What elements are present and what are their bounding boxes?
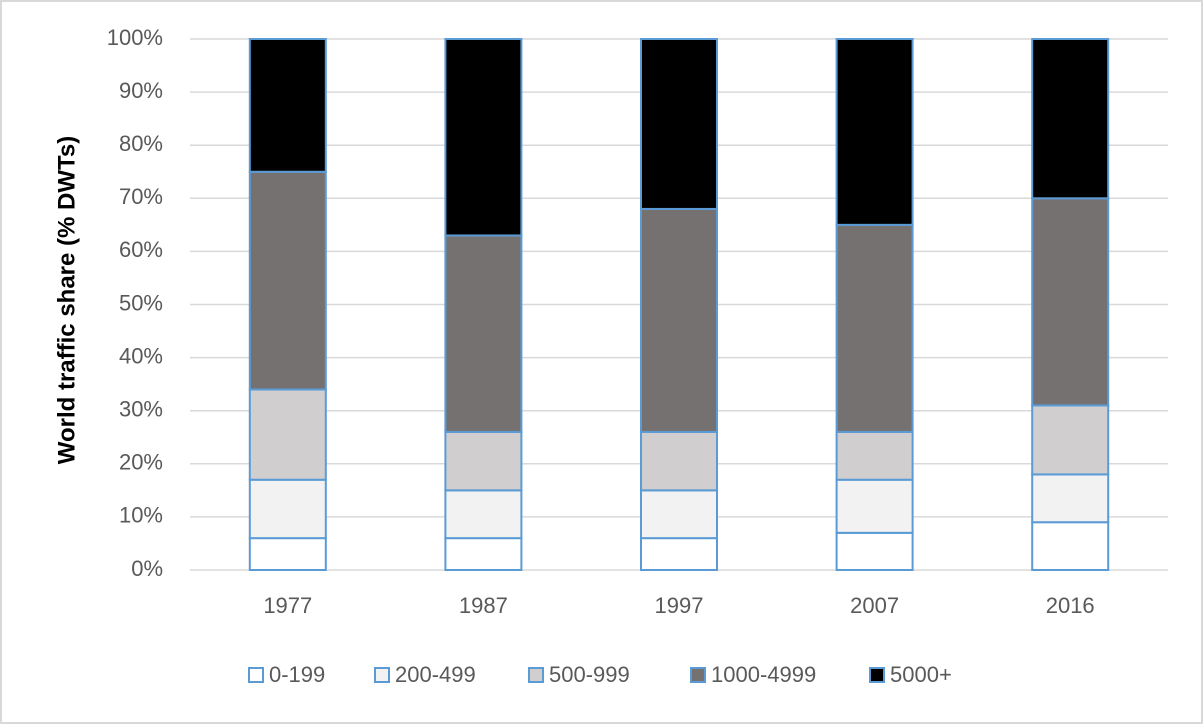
y-tick-label: 50% (119, 290, 163, 315)
bar-segment (248, 170, 327, 391)
bar-segment (640, 207, 718, 433)
y-tick-label: 40% (119, 343, 163, 368)
bar-segment (640, 537, 718, 572)
legend-label: 5000+ (890, 662, 952, 687)
bar-segment (835, 478, 914, 534)
legend-swatch (248, 667, 264, 683)
legend-label: 1000-4999 (711, 662, 816, 687)
y-tick-label: 20% (119, 450, 163, 475)
bar-segment (640, 430, 718, 492)
y-tick-label: 10% (119, 503, 163, 528)
x-tick-label: 1987 (459, 593, 508, 618)
legend-label: 500-999 (549, 662, 630, 687)
y-tick-label: 100% (107, 25, 163, 50)
bar-segment (835, 38, 914, 226)
bar-segment (835, 223, 914, 433)
bar-segment (444, 38, 523, 237)
bar-segment (1031, 197, 1110, 407)
bar-segment (1031, 38, 1110, 200)
x-tick-label: 2016 (1046, 593, 1095, 618)
y-tick-label: 60% (119, 237, 163, 262)
y-tick-label: 30% (119, 397, 163, 422)
bar-segment (1031, 521, 1110, 572)
bar-segment (640, 38, 718, 210)
bar-segment (835, 430, 914, 481)
bar-segment (444, 234, 523, 433)
x-tick-label: 1997 (655, 593, 704, 618)
x-tick-label: 2007 (850, 593, 899, 618)
legend-swatch (869, 667, 885, 683)
bar-segment (640, 489, 718, 540)
bar-segment (835, 531, 914, 572)
bar-segment (444, 537, 523, 572)
legend-swatch (374, 667, 390, 683)
bar-segment (1031, 404, 1110, 476)
y-axis-title: World traffic share (% DWTs) (53, 136, 80, 464)
y-tick-label: 70% (119, 184, 163, 209)
y-tick-label: 90% (119, 78, 163, 103)
bar-segment (1031, 473, 1110, 524)
bar-segment (248, 537, 327, 572)
bar-segment (248, 38, 327, 173)
bar-segment (248, 478, 327, 540)
x-tick-label: 1977 (263, 593, 312, 618)
legend-swatch (690, 667, 706, 683)
legend-swatch (528, 667, 544, 683)
y-tick-label: 0% (131, 556, 163, 581)
legend-label: 200-499 (395, 662, 476, 687)
bar-segment (444, 430, 523, 492)
bar-segment (444, 489, 523, 540)
bar-segment (248, 388, 327, 481)
legend-label: 0-199 (269, 662, 325, 687)
y-tick-label: 80% (119, 131, 163, 156)
